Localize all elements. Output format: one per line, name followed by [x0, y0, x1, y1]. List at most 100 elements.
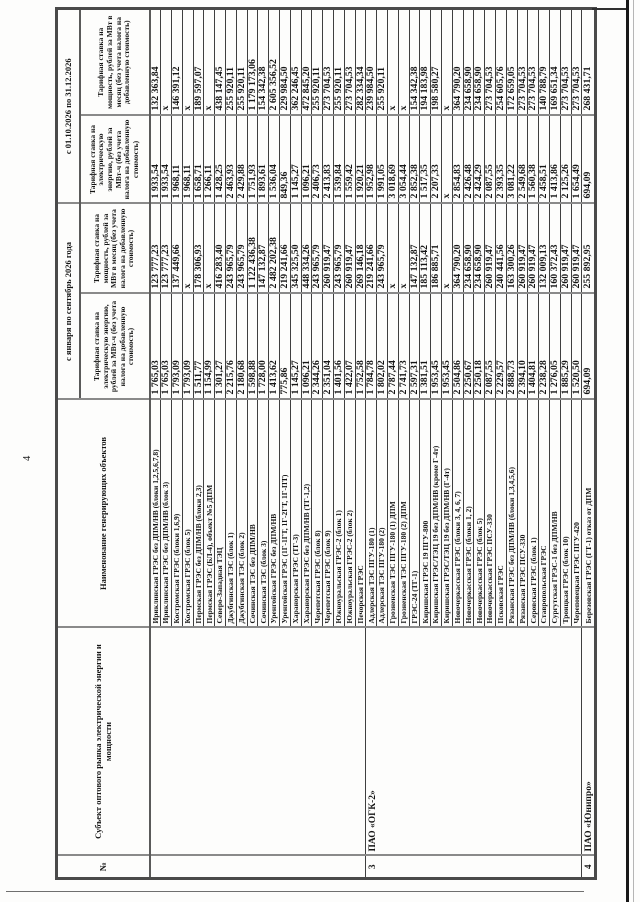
- energy-oct-dec-cell: 2 424,29: [473, 115, 485, 204]
- energy-oct-dec-cell: 3 018,69: [387, 115, 399, 204]
- generator-name-cell: Ириклинская ГРЭС без ДПМ/НВ (блоки 1,2,5…: [149, 399, 161, 628]
- capacity-oct-dec-cell: 146 391,12: [171, 8, 183, 116]
- energy-oct-dec-cell: 1 266,11: [203, 115, 215, 204]
- energy-jan-sep-cell: 2 741,73: [398, 293, 410, 400]
- capacity-jan-sep-cell: x: [441, 203, 453, 294]
- capacity-jan-sep-cell: 243 965,79: [225, 203, 237, 294]
- generator-name-cell: Рязанская ГРЭС без ДПМ/НВ (блоки 1,3,4,5…: [506, 399, 518, 628]
- energy-jan-sep-cell: 694,09: [581, 293, 596, 400]
- subject-number-cell: [149, 855, 366, 879]
- energy-oct-dec-cell: 2 549,68: [517, 115, 528, 204]
- capacity-jan-sep-cell: 243 965,79: [333, 203, 345, 294]
- capacity-oct-dec-cell: 239 984,50: [365, 8, 377, 116]
- energy-jan-sep-cell: 1 301,27: [214, 293, 226, 400]
- capacity-jan-sep-cell: 234 658,90: [463, 203, 474, 294]
- energy-oct-dec-cell: 2 087,55: [484, 115, 496, 204]
- capacity-oct-dec-cell: 255 920,11: [236, 8, 248, 116]
- capacity-jan-sep-cell: 219 241,66: [365, 203, 377, 294]
- capacity-jan-sep-cell: 243 965,79: [311, 203, 323, 294]
- energy-jan-sep-cell: 1 802,02: [376, 293, 388, 400]
- tariff-table: № Субъект оптового рынка электрической э…: [55, 6, 598, 880]
- capacity-oct-dec-cell: x: [398, 8, 410, 116]
- capacity-jan-sep-cell: 160 372,43: [549, 203, 561, 294]
- energy-jan-sep-cell: 2 351,04: [322, 293, 334, 400]
- generator-name-cell: Ириклинская ГРЭС без ДПМ/НВ (блок 3): [160, 399, 172, 628]
- energy-oct-dec-cell: 1 096,21: [301, 115, 312, 204]
- generator-name-cell: Северо-Западная ТЭЦ: [214, 399, 226, 628]
- generator-name-cell: Ставропольская ГРЭС: [538, 399, 550, 628]
- capacity-oct-dec-cell: 2 605 356,52: [268, 8, 280, 116]
- capacity-jan-sep-cell: 345 325,50: [290, 203, 302, 294]
- table-row: 4 ПАО «Юнипро» Березовская ГРЭС (ГТ-1) отк…: [581, 8, 596, 879]
- energy-jan-sep-cell: 1 728,00: [257, 293, 269, 400]
- energy-oct-dec-cell: 694,09: [581, 115, 596, 204]
- generator-name-cell: Черепетская ГРЭС (блок 8): [311, 399, 323, 628]
- energy-oct-dec-cell: 2 393,35: [495, 115, 507, 204]
- generator-name-cell: Троицкая ГРЭС (блок 10): [560, 399, 572, 628]
- capacity-jan-sep-cell: 234 658,90: [473, 203, 485, 294]
- energy-oct-dec-cell: 1 933,54: [160, 115, 172, 204]
- capacity-oct-dec-cell: 255 920,11: [225, 8, 237, 116]
- page-number: 4: [22, 455, 33, 461]
- energy-jan-sep-cell: 1 422,07: [344, 293, 356, 400]
- capacity-jan-sep-cell: 243 965,79: [236, 203, 248, 294]
- capacity-jan-sep-cell: 186 885,71: [430, 203, 442, 294]
- energy-jan-sep-cell: 2 344,26: [311, 293, 323, 400]
- capacity-jan-sep-cell: 260 919,47: [560, 203, 572, 294]
- capacity-jan-sep-cell: 243 965,79: [376, 203, 388, 294]
- capacity-oct-dec-cell: 282 334,34: [355, 8, 366, 116]
- energy-oct-dec-cell: 1 893,61: [257, 115, 269, 204]
- energy-jan-sep-cell: 2 180,68: [236, 293, 248, 400]
- energy-jan-sep-cell: 1 793,09: [182, 293, 194, 400]
- capacity-oct-dec-cell: 268 431,71: [581, 8, 596, 116]
- energy-oct-dec-cell: 1 658,71: [193, 115, 204, 204]
- generator-name-cell: Новочеркасская ГРЭС (блоки 3, 4, 6, 7): [452, 399, 464, 628]
- generator-name-cell: Харанорская ГРЭС (ТГ-3): [290, 399, 302, 628]
- energy-jan-sep-cell: 1 096,21: [301, 293, 312, 400]
- energy-jan-sep-cell: 2 087,55: [484, 293, 496, 400]
- generator-name-cell: Сочинская ТЭС без ДПМ/НВ: [247, 399, 258, 628]
- capacity-oct-dec-cell: 273 704,53: [571, 8, 582, 116]
- energy-jan-sep-cell: 1 793,09: [171, 293, 183, 400]
- energy-oct-dec-cell: 3 054,44: [398, 115, 410, 204]
- capacity-oct-dec-cell: 472 845,20: [301, 8, 312, 116]
- capacity-jan-sep-cell: 2 482 202,38: [268, 203, 280, 294]
- capacity-oct-dec-cell: 362 246,45: [290, 8, 302, 116]
- capacity-tariff-jan-sep-header: Тарифная ставка на мощность, рублей за М…: [79, 203, 150, 294]
- energy-jan-sep-cell: 775,86: [279, 293, 291, 400]
- energy-jan-sep-cell: 2 238,28: [538, 293, 550, 400]
- energy-oct-dec-cell: 849,36: [279, 115, 291, 204]
- capacity-jan-sep-cell: 1 122 436,38: [247, 203, 258, 294]
- generator-name-cell: Джубгинская ТЭС (блок 2): [236, 399, 248, 628]
- scan-edge-right-faint: [633, 0, 634, 902]
- energy-jan-sep-cell: 2 504,86: [452, 293, 464, 400]
- capacity-oct-dec-cell: 255 920,11: [333, 8, 345, 116]
- generator-name-cell: Рязанская ГРЭС ПСУ-330: [517, 399, 528, 628]
- capacity-oct-dec-cell: 273 704,53: [344, 8, 356, 116]
- energy-oct-dec-cell: 1 413,86: [549, 115, 561, 204]
- energy-oct-dec-cell: 2 406,73: [311, 115, 323, 204]
- generator-name-cell: Грозненская ТЭС ПГУ-180 (1) ДПМ: [387, 399, 399, 628]
- energy-oct-dec-cell: 1 920,21: [355, 115, 366, 204]
- generator-name-cell: Южноуральская ГРЭС-2 (блок 1): [333, 399, 345, 628]
- capacity-oct-dec-cell: 132 363,84: [149, 8, 161, 116]
- energy-jan-sep-cell: 2 215,76: [225, 293, 237, 400]
- capacity-oct-dec-cell: 438 147,45: [214, 8, 226, 116]
- generator-name-cell: Псковская ГРЭС: [495, 399, 507, 628]
- energy-tariff-oct-dec-header: Тарифная ставка на электрическую энергию…: [79, 115, 150, 204]
- capacity-jan-sep-cell: 260 919,47: [322, 203, 334, 294]
- generator-name-cell: Черепетская ГРЭС (блок 9): [322, 399, 334, 628]
- generator-name-cell: Печорская ГРЭС: [355, 399, 366, 628]
- capacity-oct-dec-cell: x: [387, 8, 399, 116]
- energy-oct-dec-cell: 1 536,04: [268, 115, 280, 204]
- capacity-jan-sep-cell: 163 300,26: [506, 203, 518, 294]
- capacity-oct-dec-cell: x: [441, 8, 453, 116]
- subject-name-cell: ПАО «Юнипро»: [581, 627, 596, 856]
- generator-name-cell: Костромская ГРЭС (блоки 1,6,9): [171, 399, 183, 628]
- capacity-jan-sep-cell: 269 146,18: [355, 203, 366, 294]
- energy-oct-dec-cell: 1 952,98: [365, 115, 377, 204]
- generator-name-cell: Костромская ГРЭС (блок 5): [182, 399, 194, 628]
- capacity-oct-dec-cell: 255 920,11: [376, 8, 388, 116]
- capacity-jan-sep-cell: 260 919,47: [517, 203, 528, 294]
